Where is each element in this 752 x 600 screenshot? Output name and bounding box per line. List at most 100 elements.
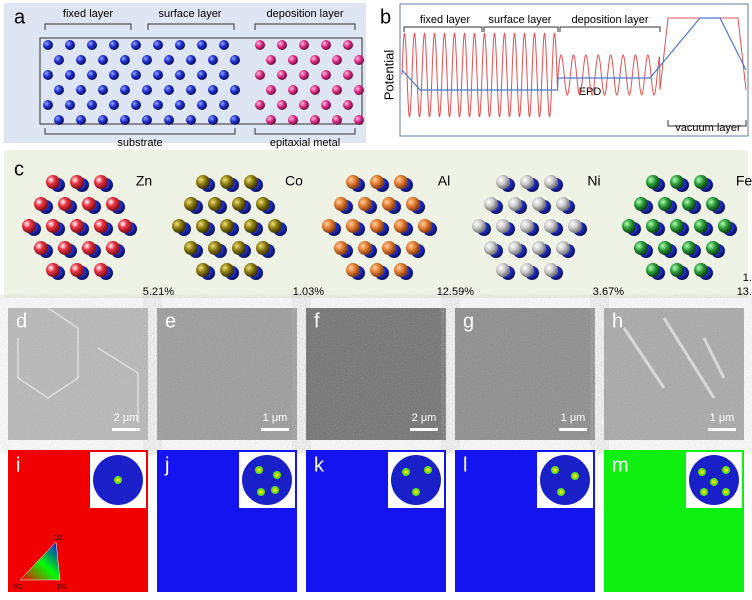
atom: [65, 70, 75, 80]
atom: [332, 55, 342, 65]
panel-label: a: [14, 6, 26, 28]
atom: [82, 241, 96, 255]
atom: [82, 197, 96, 211]
metal-name: Co: [285, 173, 303, 189]
atom: [196, 219, 210, 233]
pole-spot-core: [275, 473, 279, 477]
atom: [472, 219, 486, 233]
bottom-label: epitaxial metal: [270, 137, 340, 149]
atom: [532, 241, 546, 255]
scale-label: 1 μm: [263, 412, 288, 424]
atom: [208, 85, 218, 95]
atom: [321, 100, 331, 110]
pole-figure: [391, 455, 441, 505]
atom: [646, 219, 660, 233]
atom: [256, 241, 270, 255]
pole-spot-core: [700, 470, 704, 474]
atom: [288, 55, 298, 65]
atom: [394, 263, 408, 277]
atom: [70, 175, 84, 189]
atom: [622, 219, 636, 233]
pole-spot-core: [724, 490, 728, 494]
atom: [54, 115, 64, 125]
atom: [118, 219, 132, 233]
ipf-label: 111: [53, 536, 63, 542]
atom: [406, 241, 420, 255]
bottom-label: substrate: [117, 137, 162, 149]
atom: [634, 241, 648, 255]
atom: [219, 40, 229, 50]
scale-bar: [410, 428, 438, 431]
atom: [175, 40, 185, 50]
atom: [266, 85, 276, 95]
atom: [184, 241, 198, 255]
mismatch: 1.03%: [293, 286, 324, 298]
atom: [288, 85, 298, 95]
panel-label: i: [16, 454, 20, 476]
atom: [343, 40, 353, 50]
panel-label: c: [14, 158, 24, 180]
atom: [197, 100, 207, 110]
atom: [65, 100, 75, 110]
atom: [277, 40, 287, 50]
atom: [255, 40, 265, 50]
sem-texture: [306, 308, 446, 440]
atom: [220, 263, 234, 277]
mismatch: 3.67%: [593, 286, 624, 298]
atom: [196, 263, 210, 277]
atom: [646, 175, 660, 189]
atom: [382, 241, 396, 255]
atom: [94, 175, 108, 189]
atom: [268, 219, 282, 233]
atom: [358, 241, 372, 255]
metal-name: Fe: [736, 173, 752, 189]
ipf-triangle: [19, 541, 61, 581]
atom: [288, 115, 298, 125]
panel-label: b: [380, 6, 391, 28]
atom: [232, 241, 246, 255]
atom: [46, 263, 60, 277]
atom: [109, 100, 119, 110]
atom: [354, 55, 364, 65]
atom: [94, 219, 108, 233]
atom: [184, 197, 198, 211]
layer-label: surface layer: [159, 8, 222, 20]
pole-spot-core: [573, 474, 577, 478]
atom: [87, 40, 97, 50]
atom: [358, 197, 372, 211]
atom: [197, 70, 207, 80]
atom: [186, 85, 196, 95]
atom: [299, 100, 309, 110]
atom: [544, 175, 558, 189]
atom: [544, 219, 558, 233]
atom: [120, 55, 130, 65]
atom: [346, 219, 360, 233]
sem-texture: [455, 308, 595, 440]
atom: [332, 115, 342, 125]
atom: [256, 197, 270, 211]
atom: [220, 219, 234, 233]
atom: [310, 115, 320, 125]
atom: [496, 219, 510, 233]
atom: [196, 175, 210, 189]
atom: [208, 241, 222, 255]
atom: [394, 175, 408, 189]
bracket: [44, 23, 356, 30]
atom: [484, 197, 498, 211]
atom: [186, 55, 196, 65]
pole-spot-core: [553, 468, 557, 472]
panel-label: k: [314, 454, 325, 476]
atom: [94, 263, 108, 277]
scale-bar: [261, 428, 289, 431]
layer-label: surface layer: [489, 14, 552, 26]
atom: [142, 85, 152, 95]
atom: [718, 219, 732, 233]
atom: [106, 197, 120, 211]
panel-label: j: [164, 454, 169, 476]
scale-label: 2 μm: [114, 412, 139, 424]
atom: [142, 55, 152, 65]
atom: [106, 241, 120, 255]
atom: [334, 241, 348, 255]
atom: [87, 70, 97, 80]
scale-label: 1 μm: [561, 412, 586, 424]
